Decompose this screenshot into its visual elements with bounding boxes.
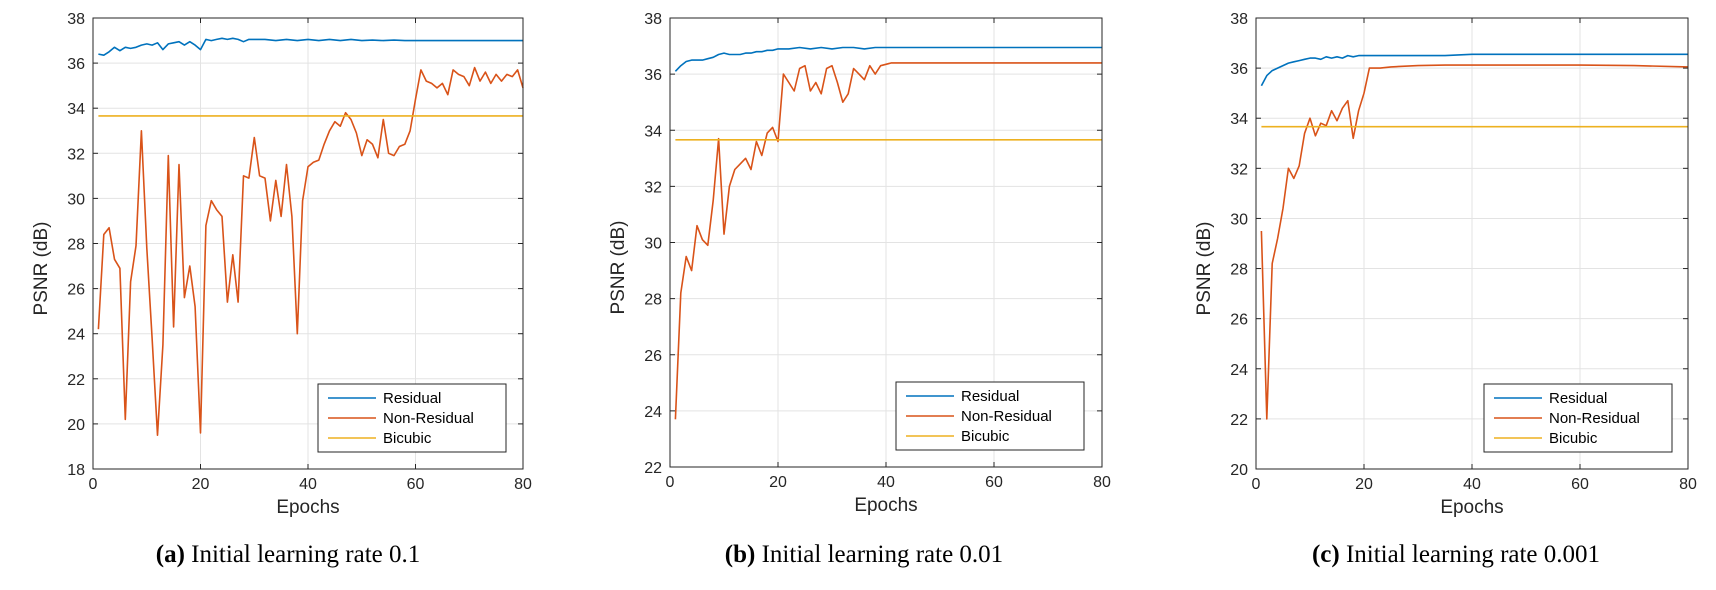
y-tick-label: 34 xyxy=(1230,111,1248,128)
y-tick-label: 30 xyxy=(1230,211,1248,228)
series-line-residual xyxy=(674,46,1102,72)
y-tick-label: 26 xyxy=(67,282,85,299)
x-tick-label: 60 xyxy=(1571,476,1589,493)
legend-label: Residual xyxy=(383,390,441,407)
y-tick-label: 22 xyxy=(1230,412,1248,429)
x-tick-label: 40 xyxy=(299,476,317,493)
legend: Residual Non-Residual Bicubic xyxy=(1483,383,1673,453)
y-tick-label: 38 xyxy=(644,11,662,28)
legend-label: Bicubic xyxy=(961,428,1010,445)
y-tick-label: 28 xyxy=(1230,262,1248,279)
y-tick-label: 32 xyxy=(67,146,85,163)
x-tick-label: 80 xyxy=(1679,476,1697,493)
legend-label: Bicubic xyxy=(383,430,432,447)
x-tick-label: 20 xyxy=(1355,476,1373,493)
y-tick-label: 24 xyxy=(67,327,85,344)
legend: Residual Non-Residual Bicubic xyxy=(895,381,1085,451)
y-tick-label: 26 xyxy=(644,348,662,365)
y-tick-label: 22 xyxy=(67,372,85,389)
x-tick-label: 60 xyxy=(407,476,425,493)
y-axis-label: PSNR (dB) xyxy=(608,221,629,315)
figure-caption: (a) Initial learning rate 0.1 xyxy=(156,541,420,568)
y-tick-label: 22 xyxy=(644,460,662,477)
y-tick-label: 32 xyxy=(1230,161,1248,178)
x-tick-label: 20 xyxy=(192,476,210,493)
x-axis-label: Epochs xyxy=(1440,497,1503,518)
caption-letter: (a) xyxy=(156,541,185,568)
figure-caption: (c) Initial learning rate 0.001 xyxy=(1312,541,1600,568)
y-axis-label: PSNR (dB) xyxy=(31,222,52,316)
x-tick-label: 80 xyxy=(514,476,532,493)
x-tick-label: 80 xyxy=(1093,474,1111,491)
legend: Residual Non-Residual Bicubic xyxy=(317,383,507,453)
caption-letter: (b) xyxy=(725,541,756,568)
legend-label: Residual xyxy=(961,388,1019,405)
series-line-residual xyxy=(1260,53,1688,87)
x-tick-label: 0 xyxy=(1252,476,1261,493)
y-tick-label: 20 xyxy=(1230,462,1248,479)
legend-label: Non-Residual xyxy=(961,408,1052,425)
y-tick-label: 36 xyxy=(1230,61,1248,78)
y-tick-label: 36 xyxy=(644,67,662,84)
chart-panel-1: 0 20 40 60 80 18 20 22 24 26 28 30 32 34 36 38 Epochs PSN… xyxy=(31,11,532,568)
y-tick-label: 30 xyxy=(644,236,662,253)
y-axis-label: PSNR (dB) xyxy=(1194,222,1215,316)
y-tick-label: 28 xyxy=(67,237,85,254)
caption-body: Initial learning rate 0.01 xyxy=(762,541,1004,568)
y-tick-label: 30 xyxy=(67,191,85,208)
caption-body: Initial learning rate 0.1 xyxy=(191,541,420,568)
y-tick-label: 20 xyxy=(67,417,85,434)
x-tick-label: 60 xyxy=(985,474,1003,491)
series-line-non-residual xyxy=(97,66,524,437)
x-axis-label: Epochs xyxy=(276,497,339,518)
y-tick-label: 24 xyxy=(644,404,662,421)
y-tick-label: 28 xyxy=(644,292,662,309)
x-tick-label: 40 xyxy=(1463,476,1481,493)
y-tick-label: 38 xyxy=(67,11,85,28)
y-tick-label: 24 xyxy=(1230,362,1248,379)
legend-label: Non-Residual xyxy=(1549,410,1640,427)
y-tick-label: 32 xyxy=(644,179,662,196)
y-tick-label: 36 xyxy=(67,56,85,73)
caption-body: Initial learning rate 0.001 xyxy=(1346,541,1600,568)
legend-label: Non-Residual xyxy=(383,410,474,427)
x-tick-label: 40 xyxy=(877,474,895,491)
y-tick-label: 26 xyxy=(1230,312,1248,329)
caption-letter: (c) xyxy=(1312,541,1340,568)
series-line-residual xyxy=(98,37,523,57)
x-tick-label: 0 xyxy=(89,476,98,493)
y-tick-label: 34 xyxy=(67,101,85,118)
figure-caption: (b) Initial learning rate 0.01 xyxy=(725,541,1003,568)
legend-label: Residual xyxy=(1549,390,1607,407)
series-line-non-residual xyxy=(674,62,1102,420)
series-line-non-residual xyxy=(1260,64,1689,420)
x-tick-label: 0 xyxy=(666,474,675,491)
chart-panel-2: 0 20 40 60 80 22 24 26 28 30 32 34 36 38 Epochs PSNR (d… xyxy=(608,11,1111,568)
legend-label: Bicubic xyxy=(1549,430,1598,447)
y-tick-label: 34 xyxy=(644,123,662,140)
y-tick-label: 18 xyxy=(67,462,85,479)
x-tick-label: 20 xyxy=(769,474,787,491)
x-axis-label: Epochs xyxy=(854,495,917,516)
y-tick-label: 38 xyxy=(1230,11,1248,28)
chart-panel-3: 0 20 40 60 8020222426283032343638EpochsPSNR … xyxy=(1194,11,1697,568)
